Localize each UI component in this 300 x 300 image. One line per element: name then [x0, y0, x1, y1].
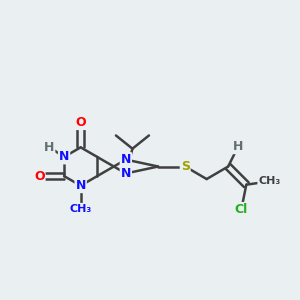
Text: CH₃: CH₃ — [70, 204, 92, 214]
Text: H: H — [44, 140, 54, 154]
Text: O: O — [75, 116, 86, 129]
Text: N: N — [121, 153, 131, 166]
Text: N: N — [76, 179, 86, 192]
Text: O: O — [34, 169, 45, 183]
Text: N: N — [59, 150, 69, 164]
Text: Cl: Cl — [235, 203, 248, 216]
Text: S: S — [181, 160, 190, 173]
Text: H: H — [233, 140, 243, 153]
Text: N: N — [121, 167, 131, 180]
Text: CH₃: CH₃ — [258, 176, 281, 186]
